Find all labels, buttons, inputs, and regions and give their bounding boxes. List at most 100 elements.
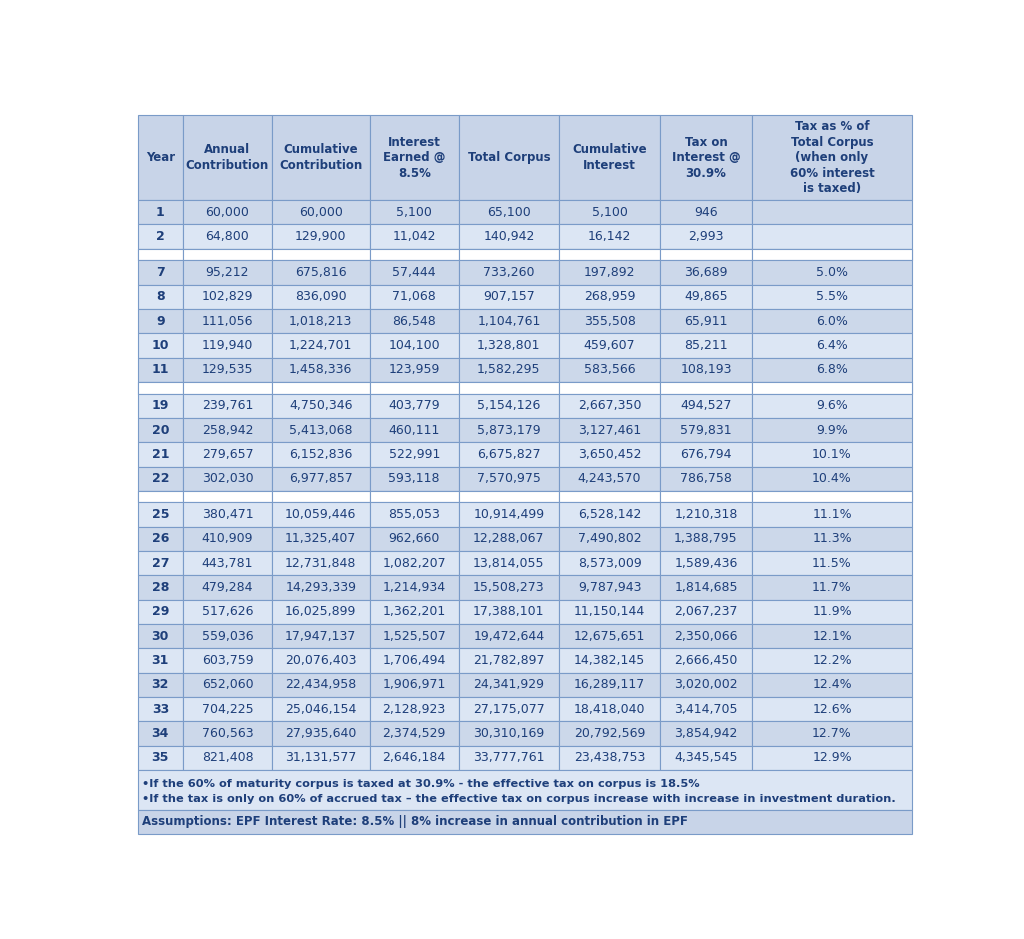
Bar <box>137 502 183 527</box>
Bar <box>271 624 370 648</box>
Text: 6.0%: 6.0% <box>816 315 848 328</box>
Bar <box>459 551 559 576</box>
Bar <box>559 721 659 746</box>
Bar <box>183 600 271 624</box>
Text: 8,573,009: 8,573,009 <box>578 557 641 570</box>
Text: 2,646,184: 2,646,184 <box>383 751 445 764</box>
Bar <box>459 624 559 648</box>
Text: 17,947,137: 17,947,137 <box>285 630 356 642</box>
Bar <box>459 115 559 200</box>
Text: 22: 22 <box>152 472 169 485</box>
Bar <box>459 333 559 358</box>
Bar <box>183 249 271 260</box>
Bar <box>752 200 912 224</box>
Bar <box>459 442 559 467</box>
Text: 2,128,923: 2,128,923 <box>383 702 445 716</box>
Bar <box>559 224 659 249</box>
Text: 2: 2 <box>156 230 165 243</box>
Bar <box>459 491 559 502</box>
Text: 5,154,126: 5,154,126 <box>477 399 541 412</box>
Text: 12,731,848: 12,731,848 <box>285 557 356 570</box>
Bar <box>752 285 912 309</box>
Bar <box>137 224 183 249</box>
Text: 11,325,407: 11,325,407 <box>285 532 356 546</box>
Bar <box>559 249 659 260</box>
Bar <box>137 648 183 672</box>
Bar <box>659 576 752 600</box>
Text: 111,056: 111,056 <box>202 315 253 328</box>
Bar <box>271 224 370 249</box>
Bar <box>459 358 559 382</box>
Text: 410,909: 410,909 <box>202 532 253 546</box>
Text: 12.2%: 12.2% <box>812 654 852 667</box>
Text: 2,067,237: 2,067,237 <box>674 606 737 619</box>
Text: 6,152,836: 6,152,836 <box>289 448 352 461</box>
Bar <box>559 285 659 309</box>
Text: 104,100: 104,100 <box>388 339 440 352</box>
Bar <box>659 249 752 260</box>
Text: 27: 27 <box>152 557 169 570</box>
Text: 14,382,145: 14,382,145 <box>573 654 645 667</box>
Text: 27,175,077: 27,175,077 <box>473 702 545 716</box>
Bar <box>659 672 752 697</box>
Bar <box>183 624 271 648</box>
Bar <box>752 697 912 721</box>
Bar <box>559 491 659 502</box>
Text: 593,118: 593,118 <box>388 472 440 485</box>
Text: 380,471: 380,471 <box>202 508 253 521</box>
Text: 12.6%: 12.6% <box>812 702 852 716</box>
Bar <box>559 697 659 721</box>
Bar <box>183 442 271 467</box>
Text: 119,940: 119,940 <box>202 339 253 352</box>
Bar <box>137 115 183 200</box>
Text: 10.4%: 10.4% <box>812 472 852 485</box>
Text: 21,782,897: 21,782,897 <box>473 654 545 667</box>
Bar <box>370 576 459 600</box>
Text: 27,935,640: 27,935,640 <box>285 727 356 740</box>
Text: 15,508,273: 15,508,273 <box>473 581 545 594</box>
Text: 19,472,644: 19,472,644 <box>473 630 545 642</box>
Bar <box>271 697 370 721</box>
Text: 13,814,055: 13,814,055 <box>473 557 545 570</box>
Text: 36,689: 36,689 <box>684 266 728 279</box>
Text: 6,675,827: 6,675,827 <box>477 448 541 461</box>
Bar <box>271 333 370 358</box>
Text: 16,025,899: 16,025,899 <box>285 606 356 619</box>
Bar <box>370 115 459 200</box>
Text: •If the tax is only on 60% of accrued tax – the effective tax on corpus increase: •If the tax is only on 60% of accrued ta… <box>142 793 896 804</box>
Text: 786,758: 786,758 <box>680 472 732 485</box>
Bar <box>137 600 183 624</box>
Text: 5,873,179: 5,873,179 <box>477 423 541 437</box>
Text: 459,607: 459,607 <box>584 339 635 352</box>
Bar <box>137 491 912 502</box>
Bar <box>137 746 183 770</box>
Bar <box>370 358 459 382</box>
Text: 22,434,958: 22,434,958 <box>286 678 356 691</box>
Bar <box>752 418 912 442</box>
Bar <box>459 697 559 721</box>
Bar <box>659 467 752 491</box>
Bar <box>370 200 459 224</box>
Bar <box>183 358 271 382</box>
Text: 962,660: 962,660 <box>388 532 440 546</box>
Bar <box>459 746 559 770</box>
Bar <box>137 721 183 746</box>
Text: Year: Year <box>145 151 175 164</box>
Bar <box>659 648 752 672</box>
Bar <box>559 527 659 551</box>
Text: 34: 34 <box>152 727 169 740</box>
Bar <box>137 249 912 260</box>
Text: 60,000: 60,000 <box>299 206 343 219</box>
Bar <box>183 418 271 442</box>
Bar <box>137 333 183 358</box>
Bar <box>459 382 559 393</box>
Text: 9.9%: 9.9% <box>816 423 848 437</box>
Text: Cumulative
Interest: Cumulative Interest <box>572 144 647 172</box>
Bar <box>370 418 459 442</box>
Text: 10: 10 <box>152 339 169 352</box>
Bar <box>370 382 459 393</box>
Bar <box>183 224 271 249</box>
Bar <box>137 624 183 648</box>
Text: 6,977,857: 6,977,857 <box>289 472 352 485</box>
Text: 197,892: 197,892 <box>584 266 635 279</box>
